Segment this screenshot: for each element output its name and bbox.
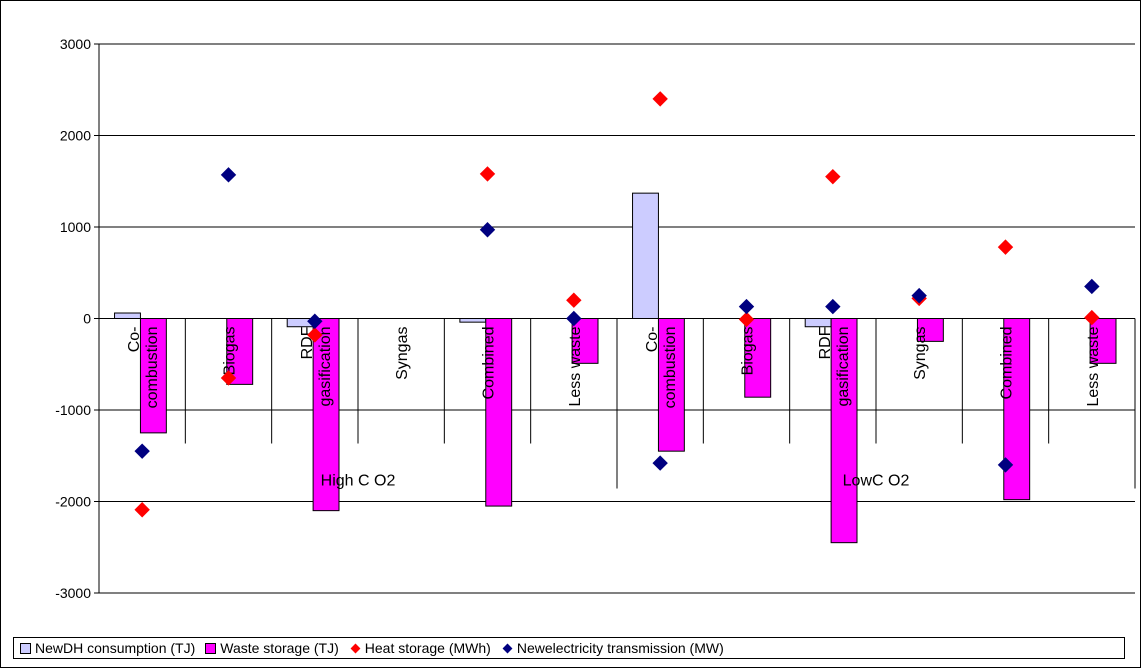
y-tick-label: -1000 <box>55 402 91 418</box>
electricity-transmission-marker <box>566 310 582 327</box>
legend-label: Heat storage (MWh) <box>364 640 491 656</box>
legend: NewDH consumption (TJ) Waste storage (TJ)… <box>13 637 1125 659</box>
chart-plot: 3000 2000 1000 0 -1000 -2000 -3000 Co-combustio… <box>55 36 1136 601</box>
legend-label: Waste storage (TJ) <box>220 640 339 656</box>
category-label: combustion <box>662 327 679 409</box>
electricity-transmission-marker <box>825 298 841 315</box>
y-tick-label: 2000 <box>60 128 91 144</box>
y-tick-label: 0 <box>83 311 91 327</box>
bar-waste-storage <box>744 318 772 398</box>
electricity-transmission-marker <box>479 222 496 238</box>
electricity-transmission-marker <box>307 313 323 329</box>
electricity-transmission-marker <box>134 443 150 459</box>
category-label: Combined <box>999 327 1016 400</box>
y-tick-label: 1000 <box>60 219 91 235</box>
heat-storage-marker <box>1084 309 1100 326</box>
heat-storage-marker <box>220 370 237 386</box>
category-label: Combined <box>481 327 498 400</box>
category-label: Biogas <box>222 327 239 376</box>
legend-swatch <box>350 643 361 653</box>
group-label: LowC O2 <box>843 473 910 490</box>
bar-waste-storage <box>571 318 599 364</box>
legend-label: Newelectricity transmission (MW) <box>516 640 724 656</box>
bar-waste-storage <box>485 318 513 507</box>
bar-waste-storage <box>657 318 685 452</box>
legend-item: Heat storage (MWh) <box>349 640 491 656</box>
category-label: gasification <box>835 327 852 407</box>
heat-storage-marker <box>307 327 323 343</box>
heat-storage-marker <box>134 502 150 518</box>
legend-item: NewDH consumption (TJ) <box>20 640 195 656</box>
y-tick-label: -2000 <box>55 494 91 510</box>
heat-storage-marker <box>652 91 668 107</box>
category-label: Co- <box>644 327 661 353</box>
electricity-transmission-marker <box>1084 278 1100 295</box>
y-tick-label: -3000 <box>55 585 91 601</box>
heat-storage-marker <box>566 292 582 308</box>
category-label: RDF <box>817 326 834 359</box>
bar-dh-consumption <box>459 318 487 323</box>
bar-waste-storage <box>312 318 340 512</box>
category-label: Syngas <box>912 327 929 380</box>
legend-item: Waste storage (TJ) <box>205 640 339 656</box>
legend-item: Newelectricity transmission (MW) <box>501 640 724 656</box>
bar-waste-storage <box>1089 318 1117 364</box>
category-label: Syngas <box>394 327 411 380</box>
y-tick-label: 3000 <box>60 36 91 52</box>
bar-dh-consumption <box>804 318 832 328</box>
heat-storage-marker <box>825 168 841 185</box>
category-label: Less waste <box>1085 326 1102 406</box>
bar-dh-consumption <box>632 192 659 320</box>
category-label: gasification <box>317 327 334 407</box>
category-label: combustion <box>144 327 161 409</box>
bar-waste-storage <box>830 318 858 544</box>
legend-swatch <box>205 642 217 654</box>
legend-swatch <box>502 643 513 653</box>
category-label: Less waste <box>567 326 584 406</box>
electricity-transmission-marker <box>911 287 927 304</box>
category-label: Co- <box>126 327 143 353</box>
legend-swatch <box>20 642 31 654</box>
category-label: Biogas <box>740 327 757 376</box>
bar-dh-consumption <box>114 312 141 320</box>
legend-label: NewDH consumption (TJ) <box>35 640 196 656</box>
electricity-transmission-marker <box>738 298 755 315</box>
group-label: High C O2 <box>321 473 396 490</box>
electricity-transmission-marker <box>652 455 668 471</box>
heat-storage-marker <box>738 311 755 328</box>
electricity-transmission-marker <box>997 457 1014 473</box>
heat-storage-marker <box>479 166 496 182</box>
heat-storage-marker <box>997 239 1014 255</box>
electricity-transmission-marker <box>220 167 237 183</box>
